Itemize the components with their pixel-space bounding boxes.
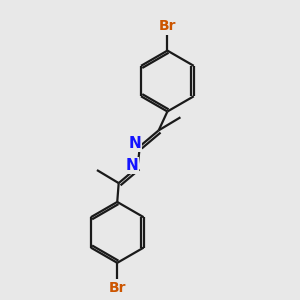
- Text: N: N: [128, 136, 141, 151]
- Text: N: N: [126, 158, 139, 173]
- Text: Br: Br: [109, 281, 126, 295]
- Text: Br: Br: [159, 19, 176, 33]
